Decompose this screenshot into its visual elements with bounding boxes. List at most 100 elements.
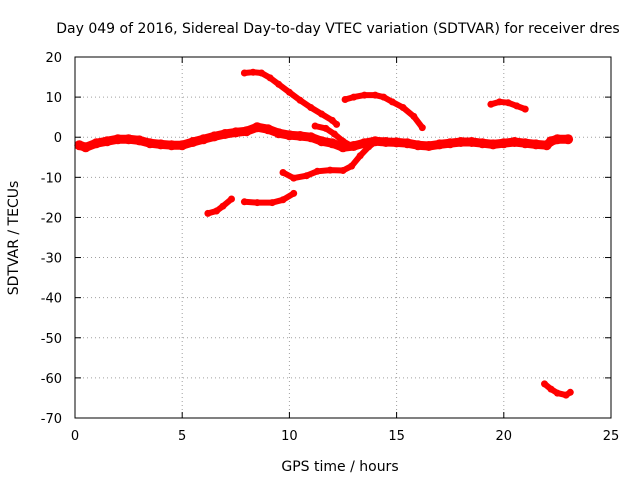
data-point xyxy=(498,138,509,149)
data-point xyxy=(230,127,241,138)
data-point xyxy=(466,137,477,147)
data-point xyxy=(213,207,220,215)
data-point xyxy=(333,120,341,128)
data-point xyxy=(487,100,495,108)
y-tick-label: 0 xyxy=(54,131,62,146)
data-point xyxy=(391,137,402,148)
data-point xyxy=(303,172,311,180)
tick-labels: 0 5 10 15 20 25 20 10 0 -10 -20 -30 -40 -50 -60 -70 xyxy=(41,51,620,444)
data-point xyxy=(198,134,209,145)
data-point xyxy=(279,169,287,176)
data-point xyxy=(220,129,231,139)
x-tick-label: 10 xyxy=(281,429,298,444)
data-point xyxy=(365,143,373,151)
y-tick-label: -20 xyxy=(41,211,62,226)
data-point xyxy=(380,93,388,101)
data-point xyxy=(290,189,298,197)
y-tick-label: 10 xyxy=(45,91,62,106)
data-point xyxy=(371,138,379,146)
data-point xyxy=(455,137,466,147)
data-point xyxy=(413,140,423,151)
data-point xyxy=(253,199,261,207)
data-point xyxy=(521,105,529,113)
data-point xyxy=(279,196,287,204)
data-point xyxy=(541,380,548,388)
data-point xyxy=(388,98,396,106)
data-point xyxy=(204,209,212,217)
data-point xyxy=(145,138,155,149)
data-point xyxy=(134,135,145,146)
data-point xyxy=(322,124,330,132)
data-point xyxy=(307,104,315,111)
data-point xyxy=(496,98,503,106)
data-point xyxy=(166,140,177,151)
data-point xyxy=(520,138,531,149)
data-point xyxy=(531,139,541,150)
x-tick-label: 15 xyxy=(388,429,405,444)
data-point xyxy=(360,91,368,99)
data-point xyxy=(285,88,293,96)
x-tick-label: 0 xyxy=(71,429,79,444)
data-point xyxy=(187,137,198,147)
data-point xyxy=(418,124,426,132)
data-point xyxy=(327,138,338,149)
data-point xyxy=(410,112,418,120)
data-point xyxy=(311,122,319,130)
data-point xyxy=(513,102,521,110)
data-point xyxy=(263,124,273,135)
plot-frame xyxy=(74,56,612,419)
data-point xyxy=(228,195,235,203)
data-point xyxy=(155,139,166,150)
data-point xyxy=(102,136,113,147)
data-point xyxy=(339,137,347,145)
data-point xyxy=(240,69,248,77)
data-point xyxy=(240,198,248,206)
data-point xyxy=(241,126,252,137)
data-point xyxy=(350,93,358,101)
data-point xyxy=(380,137,391,147)
data-point xyxy=(258,69,265,77)
y-axis-title: SDTVAR / TECUs xyxy=(6,181,22,296)
data-point xyxy=(326,166,334,174)
data-point xyxy=(423,141,434,151)
data-point xyxy=(504,99,512,107)
data-point xyxy=(177,140,188,151)
x-tick-label: 20 xyxy=(496,429,513,444)
data-point xyxy=(552,134,563,145)
data-point xyxy=(371,91,379,99)
data-point xyxy=(339,167,347,174)
y-tick-label: -50 xyxy=(41,332,62,347)
data-point xyxy=(295,131,306,141)
data-point xyxy=(290,174,298,182)
y-tick-label: 20 xyxy=(45,51,62,66)
data-point xyxy=(488,139,499,150)
data-point xyxy=(402,138,413,149)
y-tick-label: -30 xyxy=(41,252,62,267)
series-rising-track xyxy=(280,139,379,182)
data-point xyxy=(305,132,316,143)
series-low-segment-a xyxy=(204,196,235,217)
data-point xyxy=(341,96,349,103)
data-point xyxy=(563,134,574,145)
data-point xyxy=(112,134,123,145)
chart-title: Day 049 of 2016, Sidereal Day-to-day VTE… xyxy=(56,21,619,37)
data-point xyxy=(356,152,364,160)
data-point xyxy=(275,80,283,88)
data-point xyxy=(80,142,91,153)
x-tick-label: 25 xyxy=(603,429,620,444)
x-tick-label: 5 xyxy=(178,429,186,444)
data-point xyxy=(434,139,445,150)
data-point xyxy=(313,167,321,175)
data-point xyxy=(553,389,561,397)
data-point xyxy=(284,130,295,141)
axis-ticks xyxy=(74,56,612,419)
y-tick-label: -10 xyxy=(41,171,62,186)
data-point xyxy=(273,128,284,139)
data-point xyxy=(399,104,407,111)
data-point xyxy=(252,122,263,133)
data-point xyxy=(268,199,276,207)
data-point xyxy=(348,162,356,170)
data-point xyxy=(547,385,555,393)
